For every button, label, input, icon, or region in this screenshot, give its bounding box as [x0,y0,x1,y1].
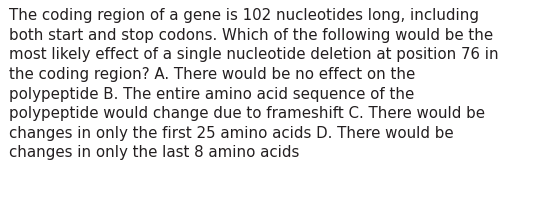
Text: The coding region of a gene is 102 nucleotides long, including
both start and st: The coding region of a gene is 102 nucle… [9,8,498,160]
